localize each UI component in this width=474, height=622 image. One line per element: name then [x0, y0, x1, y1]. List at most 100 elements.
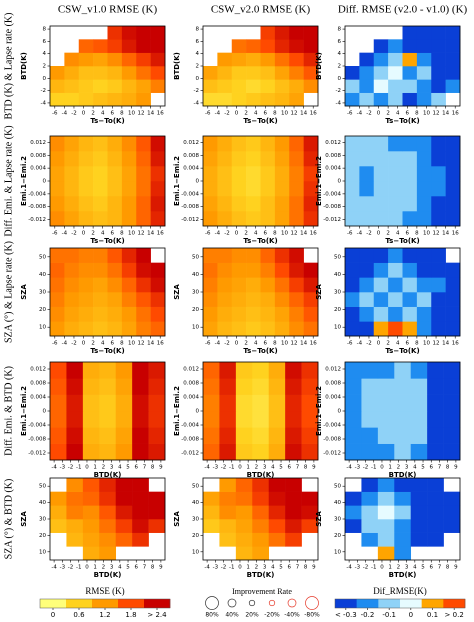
heatmap-cell [132, 519, 149, 533]
x-tick-label: 10 [281, 111, 288, 117]
y-tick-label: 0.012 [30, 367, 46, 373]
heatmap-cell [427, 532, 444, 547]
y-tick-label: -4 [194, 100, 200, 106]
y-tick-label: -0.012 [323, 451, 341, 457]
heatmap-cell [359, 211, 375, 227]
x-tick-label: 14 [147, 111, 154, 117]
heatmap-cell [289, 66, 304, 80]
heatmap-cell [274, 306, 290, 322]
heatmap-cell [136, 39, 151, 53]
y-tick-label: 2 [338, 64, 342, 70]
heatmap-cell [361, 505, 379, 520]
heatmap-cell [136, 211, 151, 227]
y-tick-label: 0.012 [183, 140, 199, 146]
y-tick-label: -2 [194, 88, 199, 94]
heatmap-cell [416, 92, 432, 107]
x-tick-label: 2 [102, 465, 106, 471]
heatmap-cell [402, 79, 418, 93]
heatmap-cell [246, 151, 261, 167]
heatmap-cell [361, 519, 379, 533]
heatmap-cell [252, 378, 270, 395]
heatmap-cell [231, 306, 247, 322]
x-tick-label: 9 [159, 565, 163, 571]
heatmap-cell [427, 505, 444, 520]
heatmap-cell [121, 306, 137, 322]
heatmap-cell [361, 394, 379, 412]
x-tick-label: -1 [76, 565, 81, 571]
x-tick-label: -2 [71, 231, 76, 237]
colorbar-label: > 2.4 [147, 611, 167, 619]
heatmap-cell [443, 411, 461, 428]
heatmap-cell [219, 532, 237, 547]
y-axis-label: SZA [315, 284, 323, 300]
heatmap-cell [64, 166, 80, 182]
heatmap-cell [301, 505, 319, 520]
heatmap-cell [150, 321, 166, 337]
heatmap-cell [78, 211, 94, 227]
heatmap-cell [416, 26, 432, 40]
heatmap-cell [394, 443, 412, 461]
heatmap-cell [289, 277, 304, 293]
heatmap-cell [402, 92, 418, 107]
colorbar-frame [334, 598, 466, 609]
x-tick-label: -1 [371, 465, 376, 471]
heatmap-cell [235, 478, 253, 492]
colorbar-segment [40, 599, 67, 608]
heatmap-cell [246, 39, 261, 53]
heatmap-cell [394, 491, 412, 506]
heatmap-cell [115, 443, 133, 461]
x-tick-label: 9 [312, 565, 316, 571]
x-tick-label: 12 [433, 231, 440, 237]
heatmap-cell [107, 321, 123, 337]
x-tick-label: 0 [85, 465, 89, 471]
heatmap-cell [219, 411, 237, 428]
heatmap-cell [219, 519, 237, 533]
y-axis-label: SZA [20, 511, 28, 527]
y-tick-label: 40 [334, 272, 341, 278]
heatmap-cell [345, 196, 360, 212]
heatmap-cell [394, 519, 412, 533]
y-tick-label: 0.012 [183, 367, 199, 373]
heatmap-cell [50, 394, 67, 412]
x-tick-label: 1 [246, 465, 250, 471]
heatmap-cell [217, 79, 233, 93]
heatmap-cell [93, 151, 108, 167]
colorbar-label: > 0.2 [445, 611, 464, 619]
heatmap-cell [285, 532, 302, 547]
heatmap-cell [136, 306, 151, 322]
heatmap-cell [289, 92, 304, 107]
heatmap-cell [274, 66, 290, 80]
heatmap-cell [373, 39, 389, 53]
x-tick-label: 14 [442, 231, 449, 237]
heatmap-cell [217, 52, 233, 67]
heatmap-cell [373, 166, 389, 182]
heatmap-cell [345, 151, 360, 167]
x-tick-label: 10 [423, 231, 430, 237]
x-tick-label: 16 [452, 231, 459, 237]
heatmap-cell [115, 394, 133, 412]
heatmap-cell [443, 443, 461, 461]
heatmap-cell [260, 39, 276, 53]
heatmap-cell [445, 262, 461, 278]
heatmap-cell [203, 491, 220, 506]
heatmap-cell [99, 532, 117, 547]
heatmap-cell [231, 292, 247, 307]
x-tick-label: 0 [85, 565, 89, 571]
y-tick-label: 0 [338, 409, 342, 415]
heatmap-cell [148, 491, 166, 506]
heatmap-cell [445, 321, 461, 337]
y-axis-label: Emi.1−Emi.2 [20, 156, 28, 206]
heatmap-cell [402, 211, 418, 227]
heatmap-cell [303, 211, 319, 227]
y-tick-label: 10 [39, 549, 46, 555]
heatmap-cell [303, 277, 319, 293]
heatmap-cell [416, 211, 432, 227]
x-tick-label: 2 [91, 341, 95, 347]
x-tick-label: 2 [386, 231, 390, 237]
y-tick-label: 6 [43, 39, 47, 45]
heatmap-cell [246, 306, 261, 322]
heatmap-cell [260, 66, 276, 80]
colorbar-label: -0.2 [361, 611, 375, 619]
heatmap-cell [260, 306, 276, 322]
heatmap-cell [416, 181, 432, 197]
